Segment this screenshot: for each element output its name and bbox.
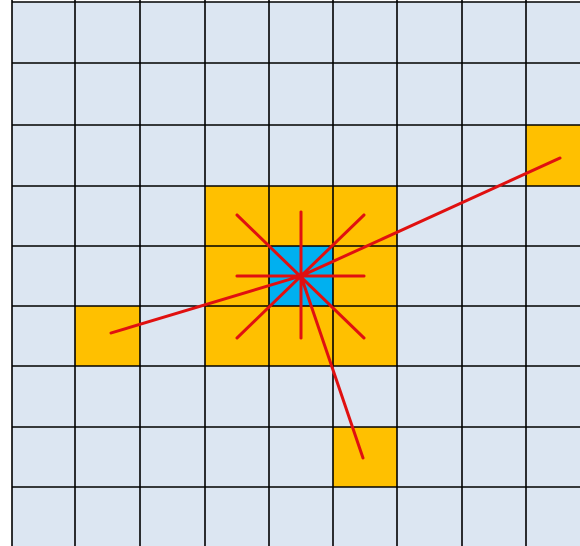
grid-lines (11, 0, 580, 546)
far-cell (526, 125, 580, 186)
far-cell (75, 306, 140, 366)
long-ray (109, 274, 303, 335)
long-ray (299, 274, 365, 460)
long-ray (299, 156, 562, 278)
rays (109, 156, 562, 460)
far-cell (333, 427, 397, 487)
neighbor-cell (333, 306, 397, 366)
